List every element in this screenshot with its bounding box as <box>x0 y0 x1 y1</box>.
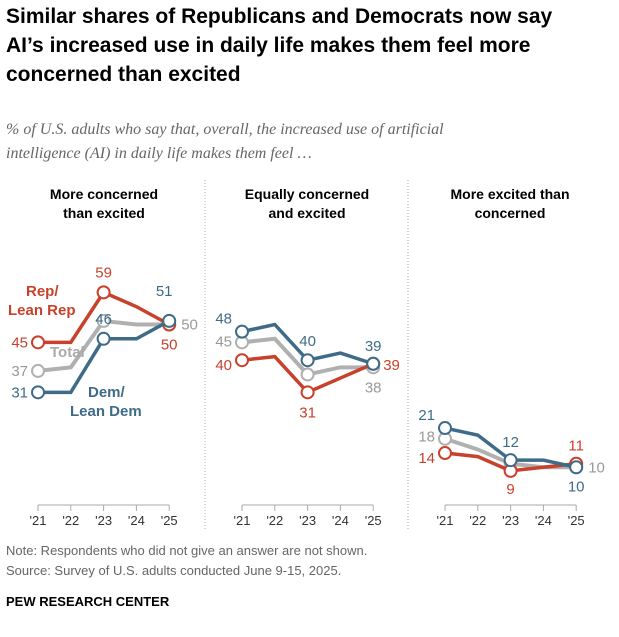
dem-point <box>366 356 381 371</box>
x-tick-label: '23 <box>502 513 519 528</box>
total-data-label: 50 <box>181 317 198 334</box>
x-tick-label: '24 <box>128 513 145 528</box>
dem-point <box>503 453 518 468</box>
source: Source: Survey of U.S. adults conducted … <box>6 563 342 578</box>
total-series-name: Total <box>50 344 85 361</box>
dem-data-label: 21 <box>418 407 435 424</box>
total-data-label: 18 <box>418 429 435 446</box>
dem-series-name: Dem/ <box>88 384 126 401</box>
rep-point <box>31 335 45 350</box>
rep-data-label: 39 <box>383 357 400 374</box>
x-tick-label: '25 <box>365 513 382 528</box>
x-tick-label: '25 <box>161 513 178 528</box>
chart-title: Similar shares of Republicans and Democr… <box>6 5 553 86</box>
dem-point <box>569 460 584 475</box>
rep-data-label: 14 <box>418 450 435 467</box>
dem-series-name: Lean Dem <box>70 403 142 420</box>
dem-point <box>96 331 111 346</box>
rep-series-name: Lean Rep <box>8 302 76 319</box>
rep-data-label: 11 <box>568 438 584 455</box>
total-point <box>300 367 315 382</box>
dem-point <box>438 421 452 436</box>
panel-title-2: Equally concerned and excited <box>244 186 370 221</box>
dem-point <box>300 353 315 368</box>
total-data-label: 10 <box>588 459 605 476</box>
rep-data-label: 59 <box>95 264 112 281</box>
x-tick-label: '24 <box>535 513 552 528</box>
dem-data-label: 51 <box>156 283 173 300</box>
total-point <box>31 363 45 378</box>
total-data-label: 37 <box>11 363 28 380</box>
x-tick-label: '23 <box>299 513 316 528</box>
x-tick-label: '22 <box>266 513 283 528</box>
rep-point <box>438 446 452 461</box>
dem-point <box>235 324 249 339</box>
dem-data-label: 48 <box>215 311 232 328</box>
total-data-label: 45 <box>215 333 232 350</box>
brand-logo-text: PEW RESEARCH CENTER <box>6 594 170 609</box>
panel-title-1: More concerned than excited <box>49 186 159 221</box>
rep-point <box>96 285 111 300</box>
dem-data-label: 46 <box>95 311 112 328</box>
dem-point <box>31 385 45 400</box>
dem-data-label: 10 <box>568 478 585 495</box>
x-tick-label: '22 <box>62 513 79 528</box>
dem-data-label: 12 <box>502 434 519 451</box>
x-tick-label: '24 <box>332 513 349 528</box>
chart-subtitle: % of U.S. adults who say that, overall, … <box>6 121 444 162</box>
total-point <box>96 313 111 328</box>
dem-data-label: 31 <box>11 384 28 401</box>
note: Note: Respondents who did not give an an… <box>6 543 368 558</box>
dem-data-label: 39 <box>365 338 382 355</box>
rep-data-label: 9 <box>506 481 514 498</box>
x-tick-label: '25 <box>568 513 585 528</box>
rep-data-label: 40 <box>215 357 232 374</box>
x-tick-label: '21 <box>30 513 47 528</box>
x-tick-label: '22 <box>469 513 486 528</box>
dem-data-label: 40 <box>299 333 316 350</box>
rep-data-label: 31 <box>299 404 316 421</box>
x-tick-label: '23 <box>95 513 112 528</box>
x-tick-label: '21 <box>234 513 251 528</box>
dem-point <box>162 313 177 328</box>
total-data-label: 38 <box>365 379 382 396</box>
rep-data-label: 45 <box>11 334 28 351</box>
x-tick-label: '21 <box>437 513 454 528</box>
rep-point <box>300 385 315 400</box>
rep-point <box>235 353 249 368</box>
rep-series-name: Rep/ <box>26 283 59 300</box>
panel-title-3: More excited than concerned <box>450 186 570 221</box>
rep-data-label: 50 <box>161 337 178 354</box>
